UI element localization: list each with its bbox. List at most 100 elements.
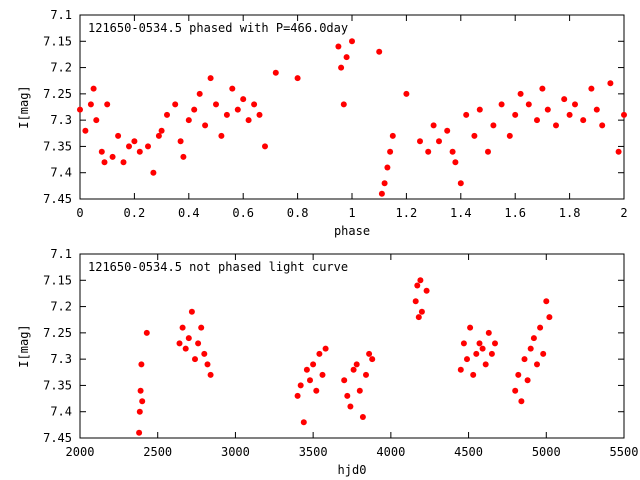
data-point [223, 111, 230, 118]
data-point [90, 85, 97, 92]
data-point [272, 69, 279, 76]
data-point [191, 106, 198, 113]
data-point [347, 403, 354, 410]
data-point [525, 101, 532, 108]
data-point [512, 111, 519, 118]
data-point [417, 277, 424, 284]
data-point [319, 371, 326, 378]
data-point [104, 101, 111, 108]
data-point [464, 356, 470, 363]
data-point [131, 138, 138, 145]
data-point [145, 143, 151, 150]
data-point [303, 366, 310, 373]
data-point [476, 340, 483, 347]
unphased-plot-panel: 2000 2500 3000 3500 4000 4500 5000 5500 7.1 7.15 7… [17, 247, 638, 477]
data-point [82, 127, 89, 134]
data-point [521, 356, 528, 363]
y-tick-label: 7.15 [43, 273, 72, 287]
data-point [418, 308, 425, 315]
data-point [457, 180, 464, 187]
data-point [98, 148, 105, 155]
phased-plot-panel: 0 0.2 0.4 0.6 0.8 1 1.2 1.4 1.6 1.8 2 7.1 7.15 7.2 7.2… [17, 8, 628, 238]
data-point [490, 122, 497, 129]
y-tick-label: 7.45 [43, 192, 72, 206]
data-point [580, 117, 587, 124]
y-tick-label: 7.2 [50, 61, 72, 75]
data-point [546, 314, 553, 321]
data-point [229, 85, 236, 92]
y-tick-label: 7.2 [50, 300, 72, 314]
data-point [101, 159, 108, 166]
x-tick-label: 3500 [299, 445, 328, 459]
data-point [136, 429, 143, 436]
data-point [403, 90, 410, 97]
data-point [77, 106, 83, 113]
data-point [599, 122, 606, 129]
data-point [593, 106, 600, 113]
y-axis-label: I[mag] [17, 324, 31, 367]
x-tick-label: 0.4 [178, 206, 200, 220]
x-tick-label: 4500 [454, 445, 483, 459]
data-point [338, 64, 345, 71]
x-tick-label: 2000 [66, 445, 95, 459]
data-point [207, 371, 214, 378]
data-point [485, 148, 491, 155]
data-point [518, 398, 525, 405]
data-point [544, 106, 551, 113]
plot-title: 121650-0534.5 not phased light curve [88, 260, 348, 274]
y-tick-label: 7.15 [43, 34, 72, 48]
data-point [615, 148, 622, 155]
data-point [340, 101, 347, 108]
data-point [492, 340, 498, 347]
y-tick-label: 7.4 [50, 166, 72, 180]
data-point [524, 377, 531, 384]
data-point [341, 377, 348, 384]
data-point [479, 345, 486, 352]
data-point [313, 387, 320, 394]
x-tick-label: 0 [76, 206, 83, 220]
data-point [350, 366, 357, 373]
data-point [136, 408, 143, 415]
plot-frame [79, 253, 625, 439]
data-point [344, 392, 351, 399]
y-tick-label: 7.3 [50, 352, 72, 366]
data-point [553, 122, 559, 129]
y-tick-label: 7.35 [43, 139, 72, 153]
plot-title: 121650-0534.5 phased with P=466.0day [88, 21, 348, 35]
data-point [87, 101, 94, 108]
data-point [201, 350, 208, 357]
data-point [607, 80, 614, 87]
data-point [369, 356, 376, 363]
data-point [566, 111, 573, 118]
data-point [470, 371, 477, 378]
data-point [417, 138, 423, 145]
data-point [476, 106, 483, 113]
data-point [366, 350, 373, 357]
data-point [414, 282, 421, 289]
data-point [444, 127, 451, 134]
data-point [363, 371, 369, 378]
y-tick-label: 7.35 [43, 378, 72, 392]
data-point [294, 392, 301, 399]
data-point [120, 159, 127, 166]
data-point [138, 361, 145, 368]
data-point [262, 143, 268, 150]
data-point [192, 356, 198, 363]
data-point [412, 298, 419, 305]
x-tick-label: 1 [348, 206, 355, 220]
data-point [158, 127, 165, 134]
data-point [155, 132, 162, 139]
data-point [517, 90, 524, 97]
data-point [150, 169, 157, 176]
data-point [498, 101, 505, 108]
y-tick-label: 7.25 [43, 87, 72, 101]
data-point [376, 48, 383, 55]
data-point [164, 111, 170, 118]
y-tick-label: 7.1 [50, 247, 72, 261]
data-point [240, 96, 247, 103]
data-point [139, 398, 146, 405]
data-point [527, 345, 534, 352]
y-tick-label: 7.45 [43, 431, 72, 445]
data-point [93, 117, 100, 124]
y-tick-label: 7.1 [50, 8, 72, 22]
